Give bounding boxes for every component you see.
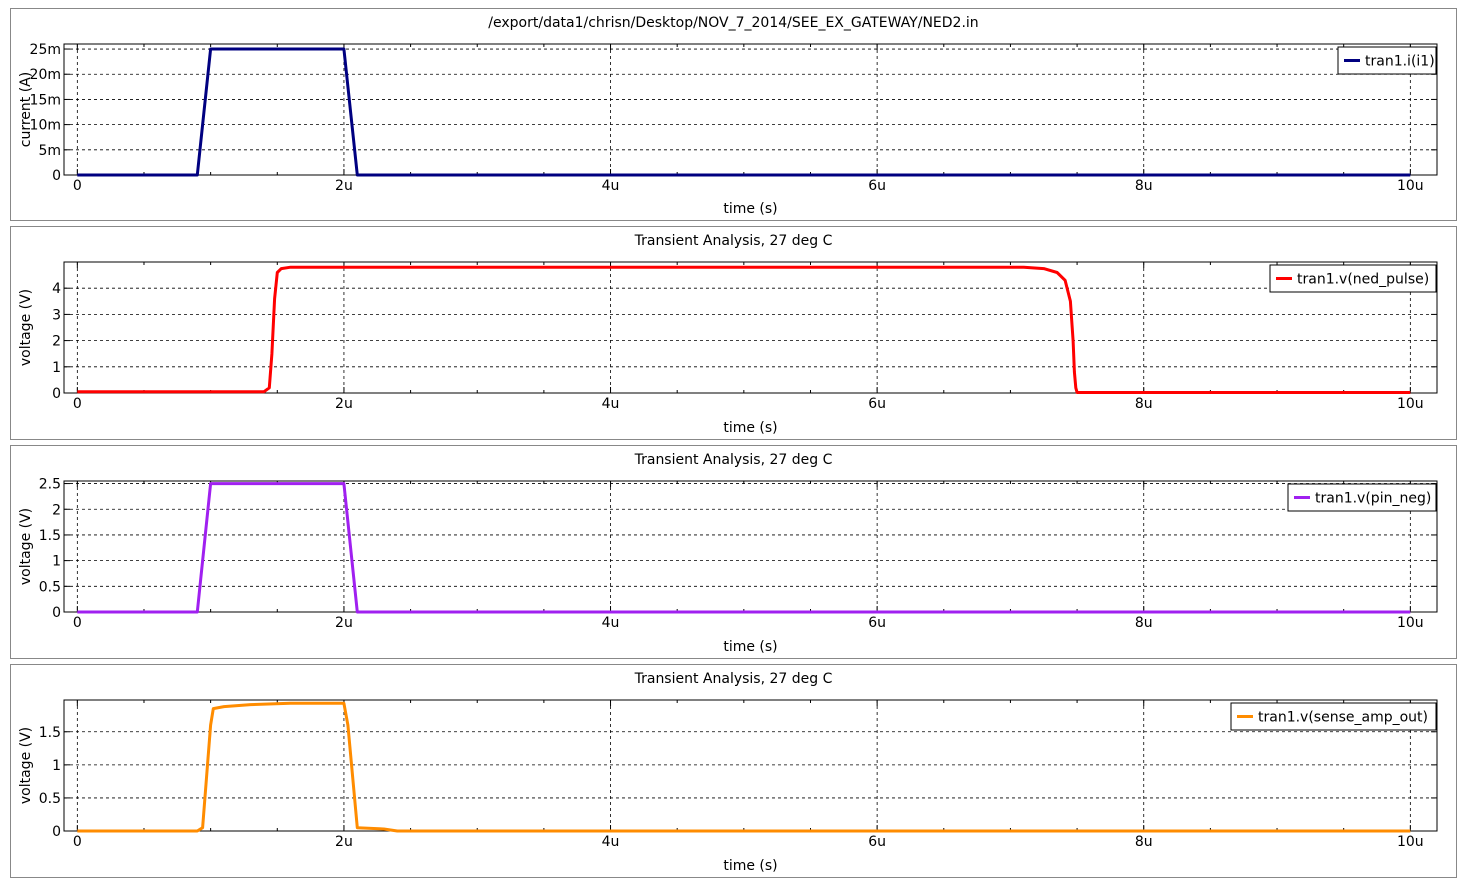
y-axis-label: current (A) bbox=[18, 72, 34, 147]
y-tick-label: 1.5 bbox=[39, 528, 61, 544]
y-tick-label: 0 bbox=[52, 386, 61, 402]
y-tick-label: 0 bbox=[52, 824, 61, 840]
y-tick-label: 1 bbox=[52, 360, 61, 376]
panel-frame bbox=[10, 226, 1457, 440]
x-tick-label: 4u bbox=[602, 178, 620, 194]
y-tick-label: 1 bbox=[52, 758, 61, 774]
y-tick-label: 2.5 bbox=[39, 477, 61, 493]
x-tick-label: 0 bbox=[73, 178, 82, 194]
legend-label: tran1.v(ned_pulse) bbox=[1297, 272, 1429, 288]
x-tick-label: 0 bbox=[73, 396, 82, 412]
x-tick-label: 2u bbox=[335, 834, 353, 850]
y-tick-label: 3 bbox=[52, 307, 61, 323]
y-tick-label: 25m bbox=[30, 42, 61, 58]
series-line bbox=[77, 47, 1411, 177]
legend-box bbox=[1287, 483, 1437, 512]
x-axis-label: time (s) bbox=[723, 639, 777, 655]
x-tick-label: 10u bbox=[1397, 396, 1424, 412]
plot-panel-3: Transient Analysis, 27 deg C 0 2u 4u 6u 8u 10u… bbox=[10, 445, 1457, 659]
series-line bbox=[77, 482, 1411, 614]
x-tick-label: 8u bbox=[1135, 834, 1153, 850]
x-axis-label: time (s) bbox=[723, 201, 777, 217]
y-tick-label: 4 bbox=[52, 281, 61, 297]
y-tick-label: 10m bbox=[30, 118, 61, 134]
legend-label: tran1.v(pin_neg) bbox=[1315, 491, 1431, 507]
legend: tran1.v(pin_neg) bbox=[1287, 483, 1437, 512]
x-tick-label: 10u bbox=[1397, 615, 1424, 631]
x-tick-label: 6u bbox=[868, 396, 886, 412]
y-tick-label: 0.5 bbox=[39, 579, 61, 595]
y-tick-label: 5m bbox=[38, 143, 61, 159]
y-tick-label: 0 bbox=[52, 168, 61, 184]
y-tick-label: 20m bbox=[30, 67, 61, 83]
x-tick-label: 2u bbox=[335, 396, 353, 412]
legend: tran1.v(ned_pulse) bbox=[1269, 264, 1437, 293]
chart-title: Transient Analysis, 27 deg C bbox=[634, 452, 833, 468]
x-tick-label: 2u bbox=[335, 178, 353, 194]
plot-panel-2: Transient Analysis, 27 deg C 0 2u 4u 6u 8u 10u… bbox=[10, 226, 1457, 440]
legend: tran1.v(sense_amp_out) bbox=[1230, 702, 1437, 731]
plot-area-border bbox=[63, 261, 1438, 394]
x-tick-label: 8u bbox=[1135, 615, 1153, 631]
panel-frame bbox=[10, 664, 1457, 878]
x-tick-label: 4u bbox=[602, 396, 620, 412]
x-axis-label: time (s) bbox=[723, 420, 777, 436]
chart-title: /export/data1/chrisn/Desktop/NOV_7_2014/… bbox=[488, 15, 978, 31]
y-tick-label: 2 bbox=[52, 502, 61, 518]
y-tick-label: 1.5 bbox=[39, 725, 61, 741]
panel-frame bbox=[10, 445, 1457, 659]
x-tick-label: 6u bbox=[868, 615, 886, 631]
x-tick-label: 6u bbox=[868, 834, 886, 850]
legend-label: tran1.i(i1) bbox=[1365, 54, 1435, 70]
x-tick-label: 0 bbox=[73, 615, 82, 631]
y-axis-label: voltage (V) bbox=[18, 289, 34, 366]
y-tick-label: 1 bbox=[52, 554, 61, 570]
series-line bbox=[77, 701, 1411, 833]
y-tick-label: 0 bbox=[52, 605, 61, 621]
legend: tran1.i(i1) bbox=[1337, 46, 1437, 75]
legend-label: tran1.v(sense_amp_out) bbox=[1258, 710, 1428, 726]
y-tick-label: 2 bbox=[52, 334, 61, 350]
legend-box bbox=[1269, 264, 1437, 293]
x-tick-label: 10u bbox=[1397, 178, 1424, 194]
y-axis-label: voltage (V) bbox=[18, 508, 34, 585]
x-tick-label: 10u bbox=[1397, 834, 1424, 850]
y-tick-label: 0.5 bbox=[39, 791, 61, 807]
x-axis-label: time (s) bbox=[723, 858, 777, 874]
series-line bbox=[77, 265, 1411, 394]
panel-frame bbox=[10, 8, 1457, 221]
x-tick-label: 4u bbox=[602, 615, 620, 631]
x-tick-label: 6u bbox=[868, 178, 886, 194]
x-tick-label: 2u bbox=[335, 615, 353, 631]
plot-panel-4: Transient Analysis, 27 deg C 0 2u 4u 6u 8u 10u… bbox=[10, 664, 1457, 878]
y-axis-label: voltage (V) bbox=[18, 727, 34, 804]
x-tick-label: 8u bbox=[1135, 178, 1153, 194]
legend-box bbox=[1230, 702, 1437, 731]
x-tick-label: 0 bbox=[73, 834, 82, 850]
chart-title: Transient Analysis, 27 deg C bbox=[634, 233, 833, 249]
plot-panel-1: /export/data1/chrisn/Desktop/NOV_7_2014/… bbox=[10, 8, 1457, 221]
x-tick-label: 4u bbox=[602, 834, 620, 850]
y-tick-label: 15m bbox=[30, 92, 61, 108]
chart-title: Transient Analysis, 27 deg C bbox=[634, 671, 833, 687]
x-tick-label: 8u bbox=[1135, 396, 1153, 412]
